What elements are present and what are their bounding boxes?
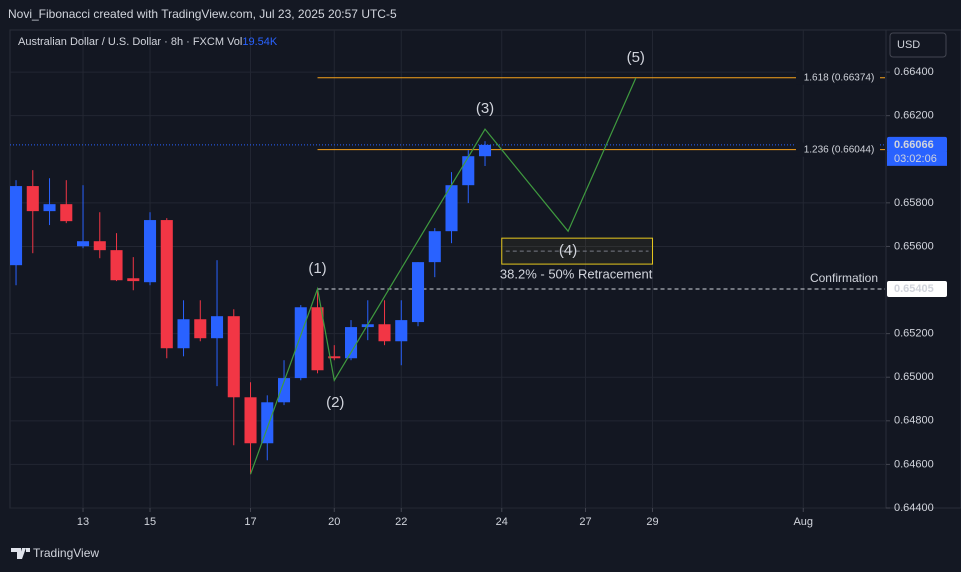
x-tick-label: 13 xyxy=(77,516,89,528)
candle-body xyxy=(294,307,307,379)
candle-body xyxy=(110,250,123,281)
confirmation-price-label-bg xyxy=(887,280,947,297)
x-tick-label: 17 xyxy=(244,516,256,528)
y-tick-label: 0.65200 xyxy=(894,328,934,340)
confirmation-label: Confirmation xyxy=(810,271,878,285)
candle-body xyxy=(93,241,106,251)
candle-body xyxy=(462,156,475,186)
x-tick-label: 29 xyxy=(646,516,658,528)
candle-body xyxy=(60,204,73,222)
x-tick-label: 20 xyxy=(328,516,340,528)
fib-label-bg xyxy=(796,142,880,157)
y-tick-label: 0.65600 xyxy=(894,240,934,252)
x-tick-label: 15 xyxy=(144,516,156,528)
candle-body xyxy=(160,220,173,349)
wave-label: (5) xyxy=(627,49,645,66)
candle-body xyxy=(311,307,324,371)
candle-body xyxy=(143,220,157,283)
symbol-name: Australian Dollar / U.S. Dollar · 8h · F… xyxy=(18,36,224,48)
retracement-label: 38.2% - 50% Retracement xyxy=(500,267,653,282)
candle-body xyxy=(428,231,441,263)
last-price-label: 0.66066 xyxy=(894,139,934,151)
candle-body xyxy=(210,316,224,339)
x-tick-label: Aug xyxy=(793,516,813,528)
wave-line xyxy=(249,77,637,475)
tradingview-logo xyxy=(11,548,30,559)
candle-body xyxy=(177,319,190,349)
fib-level-label: 1.236 (0.66044) xyxy=(804,144,875,155)
logo-mark xyxy=(11,548,30,559)
chart: 0.66400 0.66200 0.65800 0.65600 0.65200 0.650… xyxy=(10,30,947,528)
candle-body xyxy=(378,324,391,342)
candle-body xyxy=(127,278,140,282)
y-tick-label: 0.64400 xyxy=(894,502,934,514)
volume-value: 19.54K xyxy=(242,36,278,48)
y-tick-label: 0.65800 xyxy=(894,197,934,209)
header-text: Novi_Fibonacci created with TradingView.… xyxy=(8,7,397,21)
x-tick-label: 27 xyxy=(579,516,591,528)
fib-level-label: 1.618 (0.66374) xyxy=(804,72,875,83)
candle-body xyxy=(76,241,90,247)
last-price-label-bg xyxy=(887,136,947,153)
countdown-label: 03:02:06 xyxy=(894,153,937,165)
fib-label-bg xyxy=(796,70,880,85)
candle-body xyxy=(328,356,341,359)
wave-label: (2) xyxy=(326,394,344,411)
candle-body xyxy=(478,144,492,157)
candle-body xyxy=(10,186,23,266)
symbol-legend: Australian Dollar / U.S. Dollar · 8h · F… xyxy=(18,36,278,48)
y-tick-label: 0.65000 xyxy=(894,371,934,383)
candle-body xyxy=(361,324,374,328)
countdown-bg xyxy=(887,151,947,166)
y-tick-label: 0.64800 xyxy=(894,415,934,427)
volume-label: Vol xyxy=(227,36,242,48)
candle-body xyxy=(395,320,408,342)
candle-body xyxy=(261,402,274,444)
candle-body xyxy=(26,186,39,212)
wave-label: (3) xyxy=(476,100,494,117)
confirmation-price-label: 0.65405 xyxy=(894,283,934,295)
candle-body xyxy=(277,378,291,403)
candle-body xyxy=(43,204,56,212)
candle-body xyxy=(445,185,458,232)
currency-button[interactable] xyxy=(889,32,947,58)
x-tick-label: 24 xyxy=(496,516,508,528)
candle-body xyxy=(227,316,240,398)
candle-body xyxy=(411,262,425,323)
candle-body xyxy=(244,397,257,444)
candle-body xyxy=(344,327,358,359)
wave-label: (1) xyxy=(308,260,326,277)
y-tick-label: 0.64600 xyxy=(894,458,934,470)
x-tick-label: 22 xyxy=(395,516,407,528)
currency-label[interactable]: USD xyxy=(897,39,920,51)
brand-name: TradingView xyxy=(33,546,99,560)
y-tick-label: 0.66400 xyxy=(894,66,934,78)
wave-label: (4) xyxy=(559,242,577,259)
y-tick-label: 0.66200 xyxy=(894,110,934,122)
candle-body xyxy=(194,319,207,339)
